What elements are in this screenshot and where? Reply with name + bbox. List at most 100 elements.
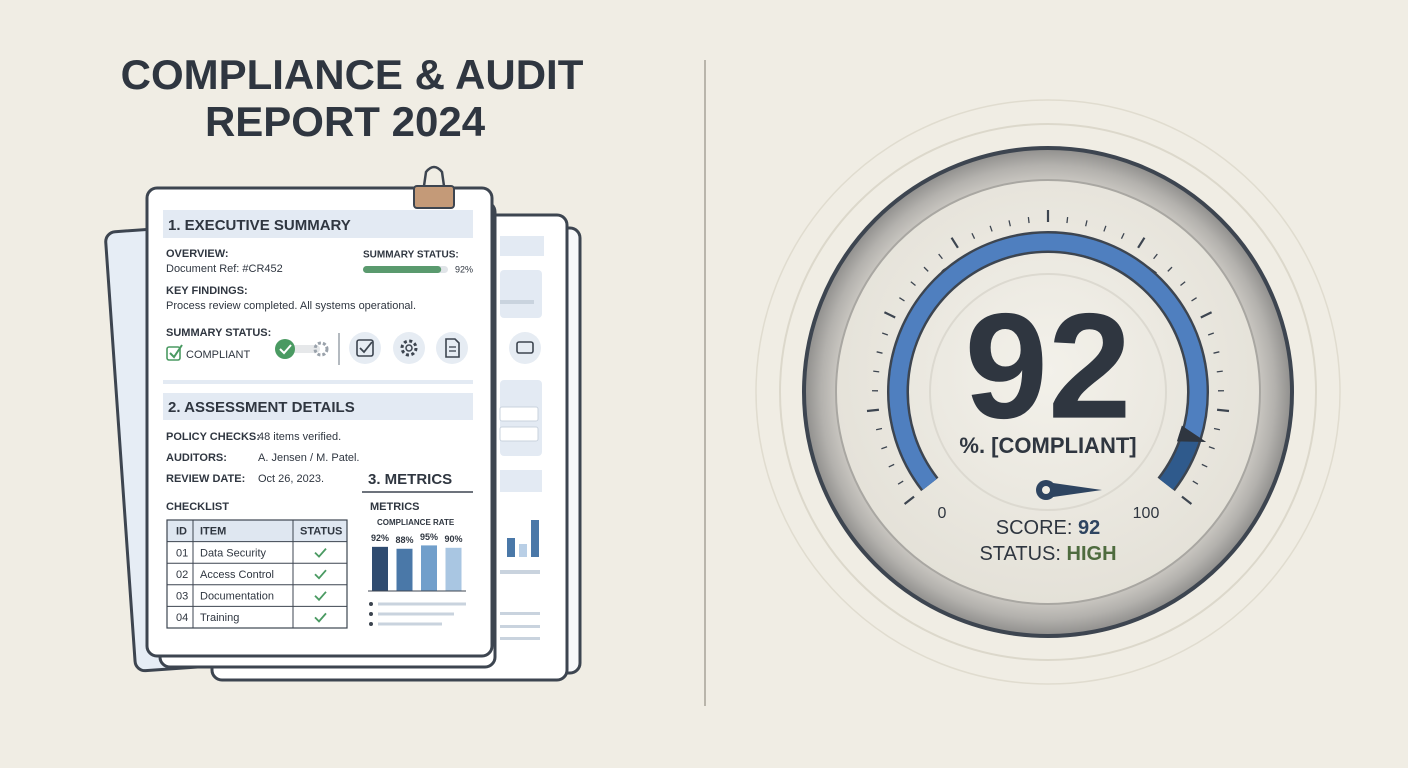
- table-cell: 03: [176, 591, 188, 603]
- gauge-tick: [897, 480, 904, 485]
- field-value: A. Jensen / M. Patel.: [258, 452, 360, 464]
- field-label: SUMMARY STATUS:: [363, 250, 459, 261]
- title-line: COMPLIANCE & AUDIT: [121, 51, 584, 98]
- metric-bar: [421, 545, 437, 591]
- gauge-tick: [1167, 266, 1173, 272]
- gauge-tick: [1192, 480, 1199, 485]
- gauge-max: 100: [1133, 505, 1160, 522]
- gauge-tick: [1200, 311, 1213, 319]
- field-label: SUMMARY STATUS:: [166, 327, 271, 339]
- field-label: REVIEW DATE:: [166, 473, 245, 485]
- status-value: COMPLIANT: [186, 349, 250, 361]
- metric-bar: [372, 546, 388, 591]
- gauge-tick: [1103, 225, 1107, 232]
- section-band: [163, 210, 473, 238]
- section-heading: 2. ASSESSMENT DETAILS: [168, 399, 355, 416]
- metric-label: 95%: [420, 532, 438, 542]
- field-label: AUDITORS:: [166, 452, 227, 464]
- gauge-tick: [1008, 220, 1011, 227]
- compliant-checkbox: [166, 344, 183, 361]
- gauge-tick: [1085, 220, 1088, 227]
- gauge-tick: [1213, 351, 1220, 354]
- metric-label: 88%: [395, 535, 413, 545]
- gauge-tick: [881, 332, 889, 336]
- table-cell: Training: [200, 612, 239, 624]
- title-line: REPORT 2024: [205, 98, 486, 145]
- section-heading: 1. EXECUTIVE SUMMARY: [168, 217, 351, 234]
- status-value: HIGH: [1067, 543, 1117, 565]
- checklist-table: ID ITEM STATUS 01 Data Security 02 Access Cont…: [166, 519, 348, 629]
- gauge-tick: [1208, 446, 1215, 450]
- section-band: [163, 393, 473, 420]
- gauge-tick: [971, 232, 976, 239]
- score-line: SCORE: 92: [996, 517, 1101, 539]
- gauge-min: 0: [938, 505, 947, 522]
- gauge-tick: [875, 427, 883, 431]
- metric-bar: [396, 548, 413, 591]
- metrics-chart: 92% 88% 95% 90%: [368, 532, 466, 592]
- score-label: SCORE:: [996, 517, 1073, 539]
- table-cell: 04: [176, 612, 188, 624]
- gauge-tick: [1213, 427, 1221, 431]
- gauge-scale: [866, 210, 1230, 505]
- section-rule: [163, 380, 473, 384]
- chart-title: COMPLIANCE RATE: [377, 518, 455, 527]
- progress-bar: [363, 266, 442, 273]
- gauge-tick: [1180, 281, 1186, 286]
- gauge-tick: [1191, 297, 1197, 302]
- gauge-tick: [903, 495, 915, 505]
- gauge-tick: [876, 351, 883, 354]
- gauge-tick: [883, 311, 896, 319]
- status-line: STATUS: HIGH: [979, 543, 1116, 565]
- table-cell: Data Security: [200, 547, 267, 559]
- gauge-value: 92: [965, 282, 1132, 450]
- field-label: POLICY CHECKS:: [166, 431, 260, 443]
- gauge-tick: [1066, 217, 1069, 224]
- status-label: STATUS:: [979, 543, 1060, 565]
- status-icons: [275, 332, 468, 365]
- table-cell: 01: [176, 547, 188, 559]
- status-check: [314, 569, 327, 580]
- gauge-tick: [923, 266, 929, 272]
- binder-clip: [413, 165, 455, 209]
- status-check: [314, 591, 327, 602]
- field-value: 48 items verified.: [258, 431, 341, 443]
- gauge-arc: [889, 233, 1207, 490]
- gauge-tick: [1207, 332, 1215, 336]
- gauge-tick: [888, 463, 895, 468]
- progress-label: 92%: [455, 264, 473, 274]
- gauge-tick: [1201, 463, 1208, 468]
- metrics-subheading: METRICS: [370, 501, 420, 513]
- gauge-tick: [910, 281, 916, 286]
- gauge-needle: [1176, 425, 1207, 442]
- field-text: Process review completed. All systems op…: [166, 300, 416, 312]
- legend-lines: [369, 602, 466, 626]
- gauge-tick: [1137, 237, 1146, 249]
- field-label: OVERVIEW:: [166, 248, 229, 260]
- column-header: ID: [176, 526, 187, 538]
- field-label: KEY FINDINGS:: [166, 285, 248, 297]
- gauge-tick: [1216, 408, 1230, 413]
- gauge-tick: [938, 253, 943, 260]
- field-value: Oct 26, 2023.: [258, 473, 324, 485]
- checklist-label: CHECKLIST: [166, 501, 229, 513]
- column-header: STATUS: [300, 526, 342, 538]
- gauge-tick: [1027, 217, 1030, 224]
- metric-bar: [445, 547, 462, 591]
- table-cell: Access Control: [200, 569, 274, 581]
- gauge-tick: [866, 408, 880, 413]
- metric-label: 92%: [371, 533, 389, 543]
- gauge-tick: [1120, 232, 1125, 239]
- gauge-tick: [873, 370, 880, 373]
- table-border: [166, 519, 348, 629]
- gauge-tick: [899, 297, 905, 302]
- gauge-tick: [989, 225, 993, 232]
- section-heading: 3. METRICS: [368, 471, 452, 488]
- field-text: Document Ref: #CR452: [166, 263, 283, 275]
- gauge-hub: [1036, 480, 1102, 500]
- column-header: ITEM: [200, 526, 226, 538]
- table-cell: Documentation: [200, 591, 274, 603]
- table-header: [167, 520, 347, 542]
- table-cell: 02: [176, 569, 188, 581]
